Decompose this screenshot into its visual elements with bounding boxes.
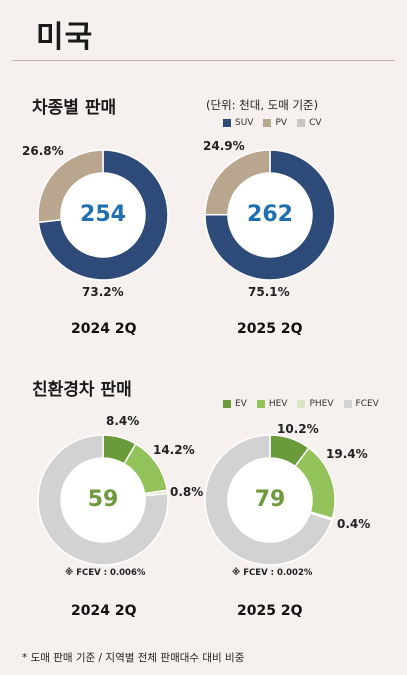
donut-svg <box>37 149 169 281</box>
year-label-eco-2025: 2025 2Q <box>237 603 303 619</box>
slice-suv <box>37 149 169 281</box>
legend-label-suv: SUV <box>235 118 254 128</box>
donut-eco-2024: 59 <box>33 430 173 570</box>
title-divider <box>12 60 395 61</box>
unit-note: (단위: 천대, 도매 기준) <box>206 98 319 112</box>
slice-pv <box>37 149 104 224</box>
pct-ev-2024: 8.4% <box>106 414 140 428</box>
page-title: 미국 <box>36 20 94 55</box>
legend-swatch-pv <box>263 119 272 127</box>
donut-center <box>228 458 312 542</box>
legend-label-phev: PHEV <box>309 399 334 409</box>
legend-swatch-hev <box>256 400 265 408</box>
legend-item-fcev: FCEV <box>343 399 379 409</box>
legend-item-pv: PV <box>263 118 287 128</box>
legend-swatch-cv <box>297 119 306 127</box>
fcev-note-2024: ※ FCEV : 0.006% <box>65 568 146 578</box>
legend-label-ev: EV <box>235 399 247 409</box>
year-label-2024: 2024 2Q <box>71 321 137 337</box>
pct-phev-2025: 0.4% <box>337 517 371 531</box>
donut-eco-2025: 79 <box>200 430 340 570</box>
section-title-eco-friendly: 친환경차 판매 <box>32 380 132 400</box>
slice-fcev <box>37 434 169 566</box>
year-label-eco-2024: 2024 2Q <box>71 603 137 619</box>
legend-swatch-suv <box>223 119 231 127</box>
donut-total-value: 79 <box>254 487 286 512</box>
year-label-2025: 2025 2Q <box>237 321 303 337</box>
legend-item-cv: CV <box>297 118 322 128</box>
legend-item-suv: SUV <box>223 118 253 128</box>
donut-svg <box>204 149 336 281</box>
donut-total-value: 59 <box>87 487 119 512</box>
donut-vehicle-type-2025: 262 <box>200 145 340 285</box>
pct-ev-2025: 10.2% <box>277 422 319 436</box>
pct-hev-2025: 19.4% <box>326 447 368 461</box>
donut-svg <box>204 434 336 566</box>
legend-swatch-ev <box>223 400 231 408</box>
legend-swatch-phev <box>297 400 306 408</box>
pct-pv-2025: 24.9% <box>203 139 245 153</box>
legend-label-hev: HEV <box>268 399 288 409</box>
legend-label-cv: CV <box>309 118 322 128</box>
legend-label-fcev: FCEV <box>355 399 379 409</box>
fcev-note-2025: ※ FCEV : 0.002% <box>232 568 313 578</box>
donut-total-value: 262 <box>247 202 293 227</box>
legend-item-hev: HEV <box>256 399 288 409</box>
legend-item-ev: EV <box>223 399 247 409</box>
section-title-vehicle-type: 차종별 판매 <box>32 98 117 118</box>
legend-swatch-fcev <box>343 400 352 408</box>
donut-center <box>61 173 145 257</box>
legend-eco-friendly: EV HEV PHEV FCEV <box>223 399 379 409</box>
pct-hev-2024: 14.2% <box>153 443 195 457</box>
donut-center <box>228 173 312 257</box>
donut-center <box>61 458 145 542</box>
legend-item-phev: PHEV <box>297 399 334 409</box>
donut-total-value: 254 <box>80 202 126 227</box>
legend-label-pv: PV <box>275 118 288 128</box>
pct-phev-2024: 0.8% <box>170 485 204 499</box>
legend-vehicle-type: SUV PV CV <box>223 118 322 128</box>
pct-pv-2024: 26.8% <box>22 144 64 158</box>
footnote: * 도매 판매 기준 / 지역별 전체 판매대수 대비 비중 <box>22 652 245 664</box>
slice-suv <box>204 149 336 281</box>
slice-pv <box>204 149 271 216</box>
donut-svg <box>37 434 169 566</box>
pct-suv-2024: 73.2% <box>82 285 124 299</box>
slice-fcev <box>204 434 333 566</box>
donut-vehicle-type-2024: 254 <box>33 145 173 285</box>
pct-suv-2025: 75.1% <box>248 285 290 299</box>
